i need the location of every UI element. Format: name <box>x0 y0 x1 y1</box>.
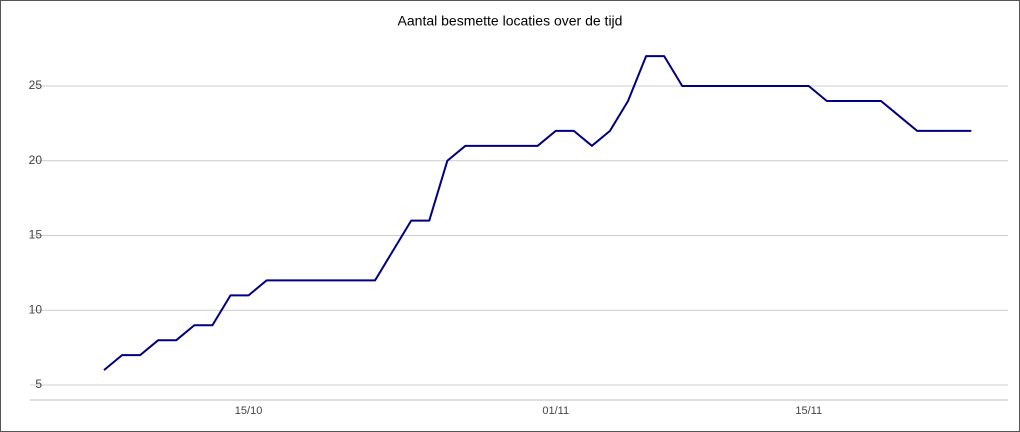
y-tick-label: 15 <box>29 228 43 242</box>
x-tick-label: 01/11 <box>542 405 569 417</box>
y-tick-label: 25 <box>29 78 43 92</box>
y-tick-label: 10 <box>29 302 43 316</box>
data-line <box>103 55 972 371</box>
y-tick-label: 5 <box>35 377 42 391</box>
chart-title: Aantal besmette locaties over de tijd <box>398 13 623 29</box>
y-tick-label: 20 <box>29 153 43 167</box>
x-tick-label: 15/10 <box>235 405 263 417</box>
x-tick-label: 15/11 <box>795 405 822 417</box>
